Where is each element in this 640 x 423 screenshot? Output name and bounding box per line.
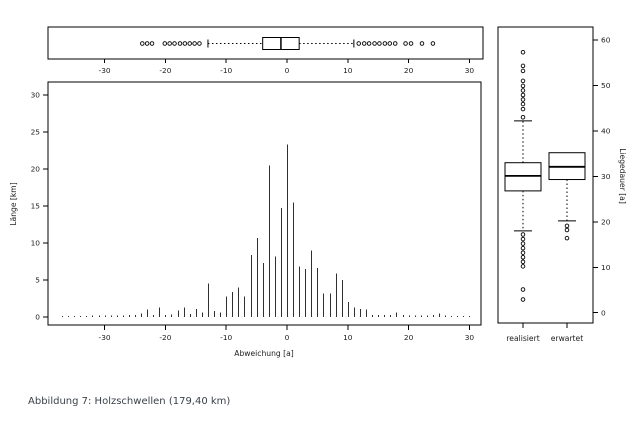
outlier-point <box>520 255 526 260</box>
right-axis-tick-label: 40 <box>601 127 611 136</box>
y-axis-label-main: Länge [km] <box>9 182 18 226</box>
outlier-point <box>520 106 526 112</box>
outlier-point <box>520 236 526 242</box>
outlier-point <box>520 50 526 55</box>
x-axis-label-main: Abweichung [a] <box>234 349 294 358</box>
outlier-point <box>520 115 526 120</box>
y-axis-label-right: Liegedauer [a] <box>618 148 627 204</box>
x-axis-tick-label: -20 <box>159 66 171 75</box>
outlier-point <box>366 41 372 46</box>
x-axis-tick-label: 20 <box>404 66 414 75</box>
outlier-point <box>520 101 526 107</box>
right-axis-tick-label: 0 <box>601 308 606 317</box>
outlier-point <box>520 264 526 269</box>
outlier-point <box>564 227 570 233</box>
outlier-point <box>430 41 436 46</box>
outlier-point <box>408 41 414 46</box>
outlier-point <box>177 41 183 46</box>
outlier-point <box>520 297 526 302</box>
x-axis-tick-label: 0 <box>285 66 290 75</box>
outlier-point <box>520 241 526 246</box>
outlier-point <box>382 41 388 46</box>
x-axis-tick-label: -30 <box>99 333 111 342</box>
figure-caption: Abbildung 7: Holzschwellen (179,40 km) <box>28 396 231 407</box>
outlier-point <box>564 223 570 229</box>
y-axis-tick-label: 15 <box>31 202 41 211</box>
outlier-point <box>520 250 526 255</box>
outlier-point <box>187 41 192 46</box>
outlier-point <box>162 41 168 46</box>
x-axis-tick-label: 20 <box>404 333 414 342</box>
y-axis-tick-label: 0 <box>35 313 40 322</box>
outlier-point <box>140 41 145 46</box>
outlier-point <box>520 68 526 74</box>
right-axis-tick-label: 50 <box>601 81 611 90</box>
y-axis-tick-label: 20 <box>31 165 41 174</box>
outlier-point <box>372 41 377 46</box>
right-axis-tick-label: 60 <box>601 36 611 45</box>
bars-layer <box>62 144 470 317</box>
crisp-layer <box>43 26 598 330</box>
outlier-point <box>520 232 526 237</box>
outlier-point <box>387 41 393 46</box>
outlier-point <box>520 88 526 93</box>
x-axis-tick-label: 0 <box>285 333 290 342</box>
outlier-point <box>564 235 570 241</box>
outlier-point <box>361 41 367 46</box>
x-axis-tick-label: -30 <box>99 66 111 75</box>
y-axis-tick-label: 5 <box>35 276 40 285</box>
y-axis-tick-label: 30 <box>31 91 41 100</box>
outlier-point <box>520 92 526 98</box>
outlier-point <box>192 41 197 46</box>
main-panel-frame <box>47 81 482 326</box>
outlier-point <box>182 41 188 46</box>
x-axis-tick-label: -10 <box>220 333 232 342</box>
outlier-point <box>520 259 526 265</box>
outlier-point <box>520 287 526 292</box>
outlier-point <box>520 83 526 89</box>
x-axis-tick-label: 10 <box>343 66 353 75</box>
x-axis-tick-label: -10 <box>220 66 232 75</box>
top-panel-frame <box>47 26 484 60</box>
outlier-point <box>520 97 526 102</box>
right-panel-frame <box>497 26 594 324</box>
outlier-point <box>419 41 425 46</box>
y-axis-tick-label: 25 <box>31 128 41 137</box>
outlier-point <box>149 41 155 46</box>
outlier-point <box>377 41 382 46</box>
outlier-point <box>520 63 526 69</box>
outlier-point <box>356 41 361 46</box>
x-axis-tick-label: 10 <box>343 333 353 342</box>
x-axis-tick-label: 30 <box>465 333 475 342</box>
outlier-point <box>520 245 526 251</box>
category-label-erwartet: erwartet <box>550 334 584 343</box>
right-axis-tick-label: 10 <box>601 263 611 272</box>
x-axis-tick-label: -20 <box>159 333 171 342</box>
outlier-point <box>403 41 408 46</box>
outlier-point <box>144 41 150 46</box>
outlier-point <box>520 78 526 84</box>
right-axis-tick-label: 20 <box>601 217 611 226</box>
outlier-point <box>167 41 172 46</box>
outlier-point <box>197 41 202 46</box>
category-label-realisiert: realisiert <box>506 334 540 343</box>
y-axis-tick-label: 10 <box>31 239 41 248</box>
right-axis-tick-label: 30 <box>601 172 611 181</box>
outlier-point <box>392 41 398 46</box>
x-axis-tick-label: 30 <box>465 66 475 75</box>
outlier-point <box>172 41 177 46</box>
box <box>504 162 542 192</box>
